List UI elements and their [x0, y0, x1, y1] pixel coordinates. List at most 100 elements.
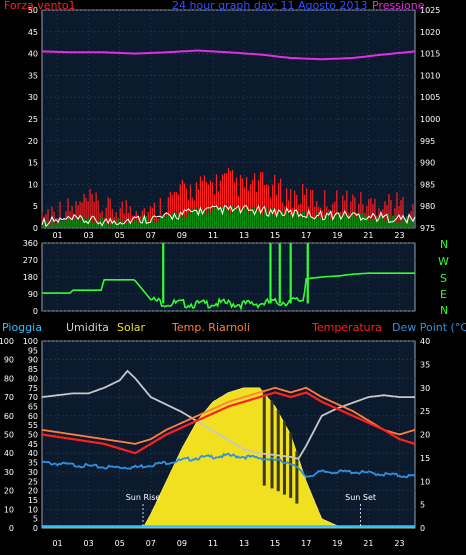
rain-tick-label: 50	[4, 431, 14, 440]
temperature-tick-label: 35	[420, 360, 430, 369]
humidity-tick-label: 60	[28, 412, 38, 421]
solar-dip	[262, 391, 266, 486]
pressure-tick-label: 1015	[420, 50, 440, 59]
rain-tick-label: 60	[4, 412, 14, 421]
x-tick-label: 05	[115, 539, 125, 548]
direction-tick-label: 270	[23, 256, 38, 265]
sunset-label: Sun Set	[345, 493, 376, 502]
rain-tick-label: 100	[0, 337, 14, 346]
temperature-axis-ticks: 0510152025303540455055606570758085909510…	[0, 337, 430, 548]
x-tick-label: 07	[146, 231, 156, 240]
pressure-tick-label: 990	[420, 159, 435, 168]
rain-tick-label: 90	[4, 356, 14, 365]
wind-axis-ticks: 0510152025303540455097598098599099510001…	[28, 6, 441, 240]
x-tick-label: 07	[146, 539, 156, 548]
temperature-tick-label: 30	[420, 384, 430, 393]
humidity-tick-label: 30	[28, 468, 38, 477]
wind-tick-label: 10	[28, 180, 38, 189]
page-title: 24 hour graph day: 11 Agosto 2013	[172, 0, 368, 12]
compass-w: W	[438, 255, 449, 268]
dewpoint-line	[41, 452, 416, 479]
wind-pressure-marks	[41, 49, 416, 228]
humidity-tick-label: 5	[33, 515, 38, 524]
humidity-tick-label: 40	[28, 449, 38, 458]
humidity-tick-label: 0	[33, 524, 38, 533]
legend-rain: Pioggia	[2, 321, 42, 334]
x-tick-label: 21	[363, 231, 373, 240]
x-tick-label: 01	[52, 539, 62, 548]
compass-s: S	[440, 272, 447, 285]
x-tick-label: 05	[115, 231, 125, 240]
rain-tick-label: 10	[4, 505, 14, 514]
rain-tick-label: 30	[4, 468, 14, 477]
temperature-line	[41, 391, 416, 455]
rain-tick-label: 40	[4, 449, 14, 458]
sunrise-label: Sun Rise	[126, 493, 161, 502]
pressure-line	[41, 49, 416, 61]
wind-tick-label: 30	[28, 93, 38, 102]
x-tick-label: 03	[84, 231, 94, 240]
humidity-tick-label: 70	[28, 393, 38, 402]
rain-tick-label: 20	[4, 487, 14, 496]
temperature-tick-label: 10	[420, 477, 430, 486]
pressure-tick-label: 985	[420, 180, 435, 189]
legend-humidity: Umidita	[66, 321, 109, 334]
humidity-tick-label: 95	[28, 346, 38, 355]
compass-e: E	[440, 288, 447, 301]
temperature-tick-label: 40	[420, 337, 430, 346]
humidity-tick-label: 80	[28, 374, 38, 383]
legend-temperature: Temperatura	[311, 321, 382, 334]
x-tick-label: 03	[84, 539, 94, 548]
wind-axis-label: Forza vento1	[4, 0, 76, 12]
pressure-tick-label: 980	[420, 202, 435, 211]
legend-temp-attic: Temp. Riarnoli	[171, 321, 250, 334]
humidity-line	[41, 369, 415, 460]
humidity-tick-label: 90	[28, 356, 38, 365]
wind-average-line	[41, 204, 416, 228]
x-tick-label: 11	[208, 539, 218, 548]
solar-dip	[270, 400, 274, 489]
pressure-axis-label: Pressione	[372, 0, 425, 12]
pressure-tick-label: 1025	[420, 6, 440, 15]
pressure-tick-label: 1000	[420, 115, 440, 124]
pressure-tick-label: 975	[420, 224, 435, 233]
direction-tick-label: 0	[33, 307, 38, 316]
x-tick-label: 01	[52, 231, 62, 240]
x-tick-label: 21	[363, 539, 373, 548]
wind-tick-label: 35	[28, 71, 38, 80]
temperature-tick-label: 5	[420, 501, 425, 510]
compass-n-top: N	[440, 238, 448, 251]
temperature-tick-label: 0	[420, 524, 425, 533]
x-tick-label: 23	[394, 539, 404, 548]
rain-tick-label: 0	[9, 524, 14, 533]
direction-tick-label: 360	[23, 239, 38, 248]
temperature-tick-label: 25	[420, 407, 430, 416]
direction-axis-ticks: 0 90 180 270 360	[23, 239, 38, 316]
wind-tick-label: 45	[28, 28, 38, 37]
wind-tick-label: 50	[28, 6, 38, 15]
x-tick-label: 15	[270, 231, 280, 240]
x-tick-label: 19	[332, 231, 342, 240]
humidity-tick-label: 50	[28, 431, 38, 440]
wind-tick-label: 15	[28, 159, 38, 168]
pressure-tick-label: 1005	[420, 93, 440, 102]
wind-direction-line	[42, 272, 415, 311]
humidity-tick-label: 65	[28, 402, 38, 411]
direction-marks	[42, 243, 415, 311]
humidity-tick-label: 20	[28, 487, 38, 496]
pressure-tick-label: 995	[420, 137, 435, 146]
wind-tick-label: 40	[28, 50, 38, 59]
temperature-tick-label: 15	[420, 454, 430, 463]
solar-dip	[276, 410, 280, 492]
x-tick-label: 17	[301, 539, 311, 548]
direction-tick-label: 180	[23, 273, 38, 282]
wind-tick-label: 25	[28, 115, 38, 124]
rain-tick-label: 70	[4, 393, 14, 402]
temperature-marks: Sun Rise Sun Set	[41, 369, 416, 529]
humidity-tick-label: 45	[28, 440, 38, 449]
solar-dip	[282, 421, 286, 495]
rain-tick-label: 80	[4, 374, 14, 383]
legend-solar: Solar	[117, 321, 146, 334]
pressure-tick-label: 1020	[420, 28, 440, 37]
